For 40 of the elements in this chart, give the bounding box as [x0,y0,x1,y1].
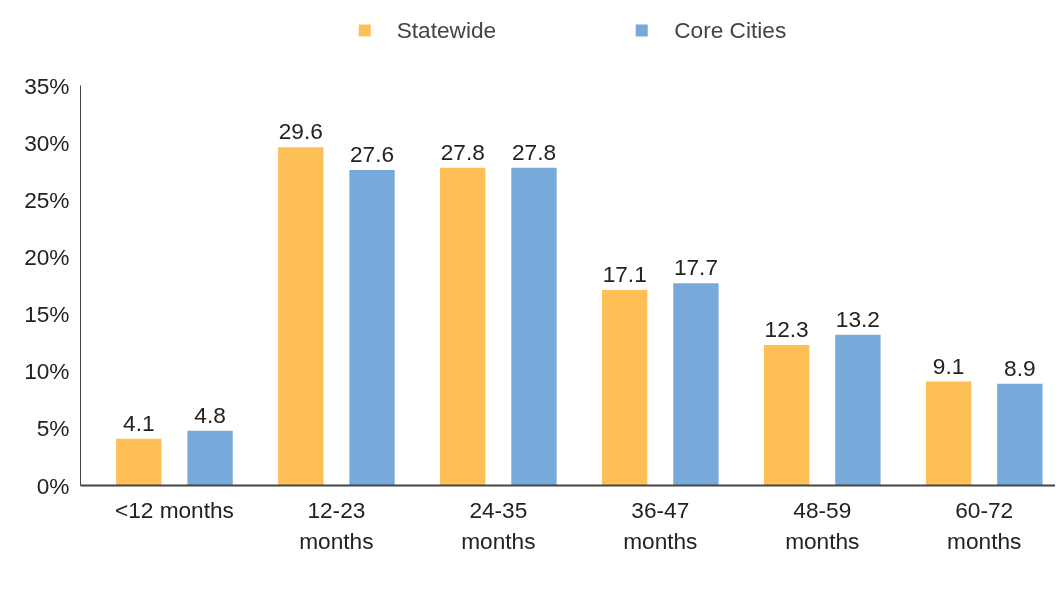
bar [349,170,395,486]
data-label: 27.8 [511,138,557,165]
data-label: 27.8 [440,138,485,165]
y-tick-label: 30% [24,129,70,156]
bar [278,147,324,486]
data-label: 4.8 [194,401,226,428]
data-label: 17.1 [602,261,647,288]
bar [673,283,719,486]
bar [116,438,162,486]
bar [187,430,233,486]
y-tick-label: 25% [24,186,70,213]
y-tick-label: 20% [24,243,70,270]
legend-label: Core Cities [674,16,787,44]
data-label: 9.1 [932,352,965,379]
bar [835,334,881,486]
x-tick-label: 12-23 months [299,496,374,554]
data-label: 13.2 [835,305,880,332]
data-label: 4.1 [123,409,155,436]
y-tick-label: 5% [36,415,70,442]
y-tick-label: 15% [24,301,70,328]
bar [763,344,810,486]
x-tick-label: 60-72 months [947,496,1022,554]
x-tick-label: 48-59 months [785,496,860,554]
bar [925,381,972,486]
x-tick-label: 24-35 months [461,496,536,554]
x-tick-label: 36-47 months [623,496,698,554]
y-tick-label: 35% [24,72,70,99]
data-label: 12.3 [764,315,809,342]
bar [511,167,557,486]
y-tick-label: 0% [36,472,70,499]
x-tick-label: <12 months [114,496,234,523]
bar [997,383,1043,486]
data-label: 29.6 [278,118,323,145]
legend-label: Statewide [396,16,497,44]
y-tick-label: 10% [24,358,70,385]
data-label: 17.7 [673,254,719,281]
bar [440,167,486,486]
data-label: 8.9 [1004,354,1036,381]
data-label: 27.6 [349,141,395,168]
bar [602,290,648,486]
